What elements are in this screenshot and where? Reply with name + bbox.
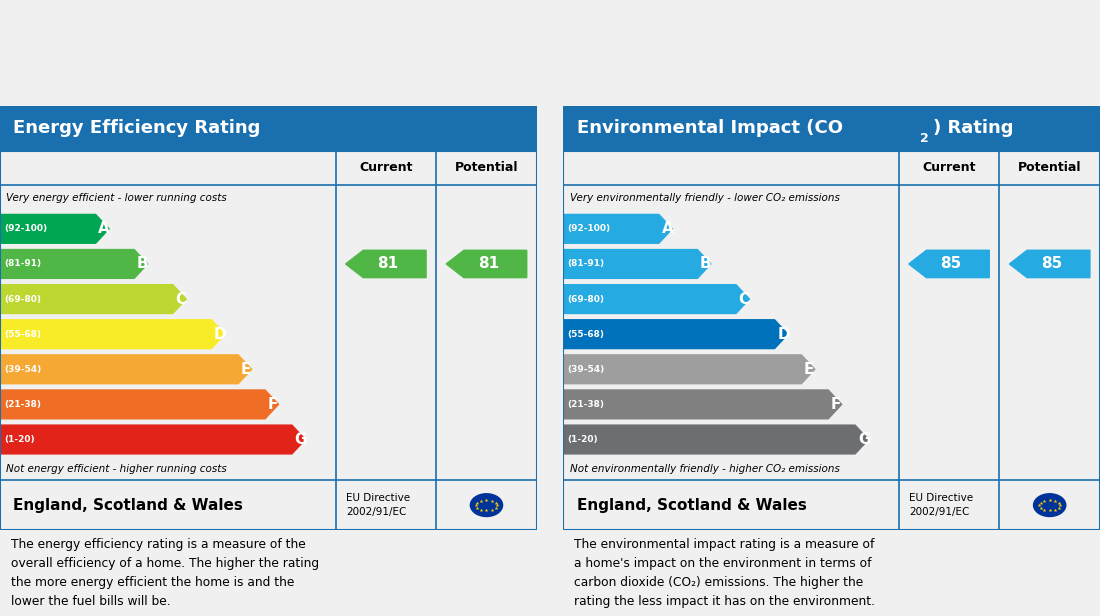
Text: The energy efficiency rating is a measure of the
overall efficiency of a home. T: The energy efficiency rating is a measur… <box>11 538 319 609</box>
Text: Very energy efficient - lower running costs: Very energy efficient - lower running co… <box>7 193 228 203</box>
Text: B: B <box>700 256 712 272</box>
Polygon shape <box>0 355 252 384</box>
Text: England, Scotland & Wales: England, Scotland & Wales <box>576 498 806 513</box>
Text: Potential: Potential <box>1018 161 1081 174</box>
Text: F: F <box>267 397 278 412</box>
Text: A: A <box>661 221 673 237</box>
Polygon shape <box>563 320 788 349</box>
Text: (1-20): (1-20) <box>4 435 35 444</box>
Text: C: C <box>176 291 187 307</box>
Text: ) Rating: ) Rating <box>933 120 1013 137</box>
Text: Environmental Impact (CO: Environmental Impact (CO <box>576 120 843 137</box>
Polygon shape <box>0 249 147 278</box>
Polygon shape <box>345 250 426 278</box>
Text: (92-100): (92-100) <box>568 224 611 233</box>
Text: The environmental impact rating is a measure of
a home's impact on the environme: The environmental impact rating is a mea… <box>574 538 874 609</box>
Polygon shape <box>447 250 527 278</box>
Text: D: D <box>778 326 790 342</box>
Text: 85: 85 <box>1041 256 1063 272</box>
Text: (55-68): (55-68) <box>4 330 42 339</box>
Text: (55-68): (55-68) <box>568 330 605 339</box>
Text: (21-38): (21-38) <box>568 400 605 409</box>
Polygon shape <box>909 250 989 278</box>
Text: A: A <box>98 221 110 237</box>
Text: B: B <box>136 256 149 272</box>
Polygon shape <box>563 355 815 384</box>
Text: EU Directive: EU Directive <box>910 493 974 503</box>
Circle shape <box>1034 494 1066 516</box>
Text: G: G <box>295 432 307 447</box>
Text: 81: 81 <box>477 256 498 272</box>
Text: G: G <box>858 432 870 447</box>
Text: 2002/91/EC: 2002/91/EC <box>910 507 970 517</box>
Polygon shape <box>1010 250 1090 278</box>
Polygon shape <box>0 320 224 349</box>
Text: Potential: Potential <box>454 161 518 174</box>
Text: Current: Current <box>922 161 976 174</box>
Text: 2002/91/EC: 2002/91/EC <box>346 507 407 517</box>
Text: 81: 81 <box>377 256 398 272</box>
Text: C: C <box>739 291 750 307</box>
Text: (69-80): (69-80) <box>568 294 605 304</box>
Polygon shape <box>0 425 306 454</box>
Text: (92-100): (92-100) <box>4 224 47 233</box>
Polygon shape <box>0 390 278 419</box>
Text: (39-54): (39-54) <box>568 365 605 374</box>
Text: Energy Efficiency Rating: Energy Efficiency Rating <box>13 120 261 137</box>
Text: EU Directive: EU Directive <box>346 493 410 503</box>
Polygon shape <box>563 214 672 243</box>
Text: (1-20): (1-20) <box>568 435 598 444</box>
Text: 85: 85 <box>940 256 961 272</box>
Text: Very environmentally friendly - lower CO₂ emissions: Very environmentally friendly - lower CO… <box>570 193 839 203</box>
Polygon shape <box>0 285 186 314</box>
Polygon shape <box>563 249 711 278</box>
Text: (69-80): (69-80) <box>4 294 42 304</box>
Polygon shape <box>563 425 869 454</box>
Polygon shape <box>0 214 109 243</box>
Text: (81-91): (81-91) <box>4 259 42 269</box>
Text: D: D <box>214 326 227 342</box>
Polygon shape <box>563 390 842 419</box>
Text: F: F <box>830 397 842 412</box>
Text: (81-91): (81-91) <box>568 259 605 269</box>
Text: Not environmentally friendly - higher CO₂ emissions: Not environmentally friendly - higher CO… <box>570 464 839 474</box>
Text: (39-54): (39-54) <box>4 365 42 374</box>
Text: (21-38): (21-38) <box>4 400 42 409</box>
Text: England, Scotland & Wales: England, Scotland & Wales <box>13 498 243 513</box>
Text: 2: 2 <box>921 132 928 145</box>
Polygon shape <box>563 285 749 314</box>
Text: E: E <box>804 362 814 377</box>
Text: Not energy efficient - higher running costs: Not energy efficient - higher running co… <box>7 464 228 474</box>
Text: E: E <box>241 362 251 377</box>
Circle shape <box>471 494 503 516</box>
Text: Current: Current <box>359 161 412 174</box>
